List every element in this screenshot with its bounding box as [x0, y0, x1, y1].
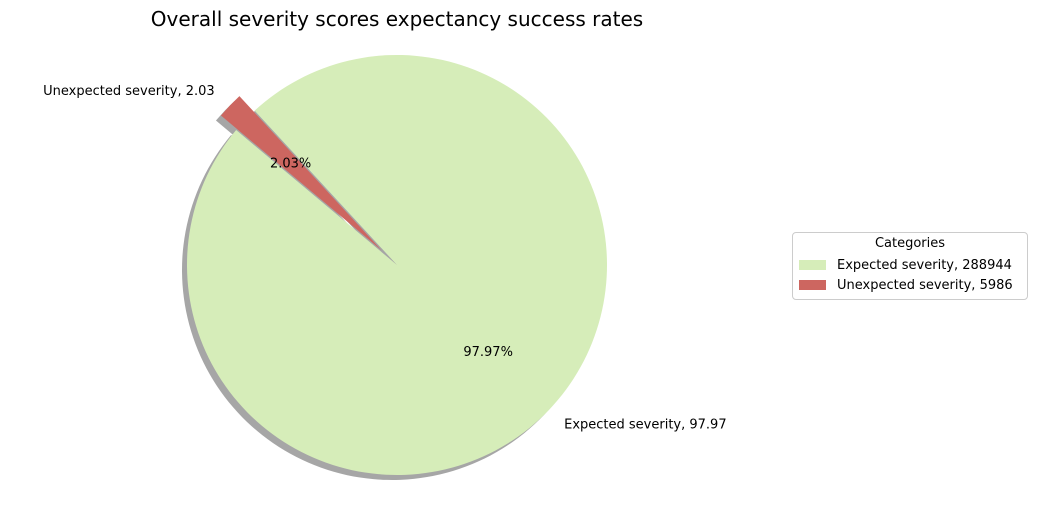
slice-label-expected: Expected severity, 97.97 — [564, 417, 726, 432]
legend-label-unexpected: Unexpected severity, 5986 — [837, 277, 1013, 293]
legend-entry-expected: Expected severity, 288944 — [799, 257, 1012, 273]
pie-labels: Expected severity, 97.97 97.97% Unexpected… — [43, 84, 726, 432]
chart-title: Overall severity scores expectancy succe… — [151, 7, 643, 31]
pie-slice-unexpected — [220, 96, 382, 251]
legend-entry-unexpected: Unexpected severity, 5986 — [799, 277, 1013, 293]
pie-slice-expected — [187, 54, 608, 475]
pie-slices — [187, 54, 608, 475]
percent-label-expected: 97.97% — [463, 345, 513, 360]
legend-label-expected: Expected severity, 288944 — [837, 257, 1012, 273]
slice-label-unexpected: Unexpected severity, 2.03 — [43, 84, 215, 99]
legend: Categories Expected severity, 288944 Une… — [792, 232, 1028, 300]
legend-swatch-unexpected — [799, 280, 826, 290]
legend-swatch-expected — [799, 260, 826, 270]
percent-label-unexpected: 2.03% — [270, 157, 311, 172]
legend-title: Categories — [874, 236, 946, 251]
